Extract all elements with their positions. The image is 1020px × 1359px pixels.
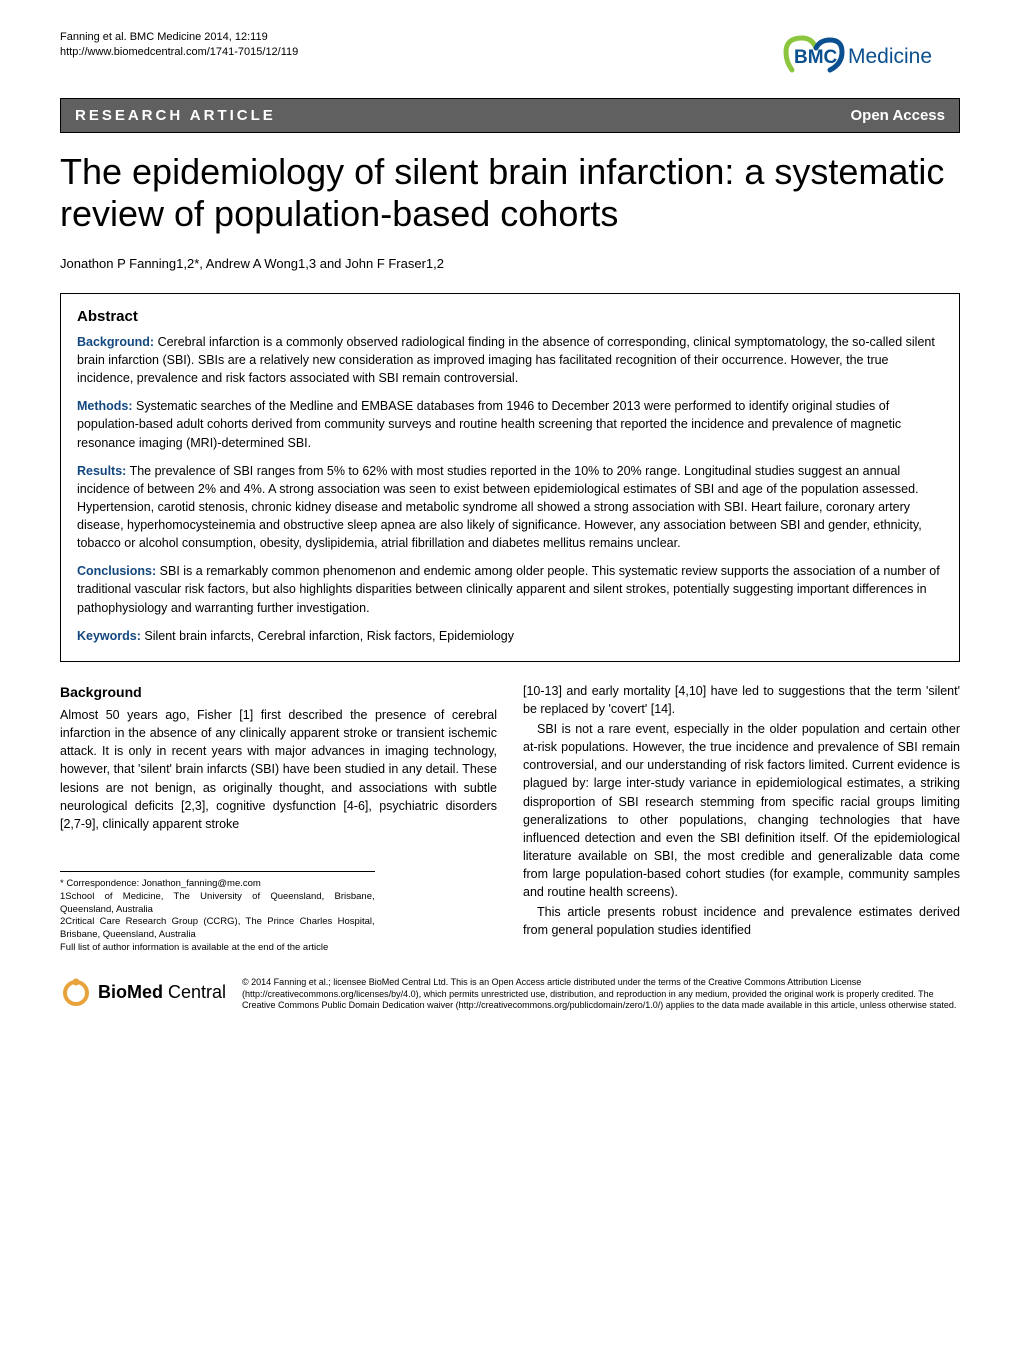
keywords-label: Keywords: [77,629,141,643]
background-section-heading: Background [60,682,497,702]
body-col2-p1: [10-13] and early mortality [4,10] have … [523,682,960,718]
results-label: Results: [77,464,126,478]
conclusions-text: SBI is a remarkably common phenomenon an… [77,564,940,614]
citation-text: Fanning et al. BMC Medicine 2014, 12:119 [60,30,298,45]
methods-label: Methods: [77,399,133,413]
citation-url: http://www.biomedcentral.com/1741-7015/1… [60,45,298,60]
article-title: The epidemiology of silent brain infarct… [60,151,960,236]
abstract-results: Results: The prevalence of SBI ranges fr… [77,462,943,553]
background-label: Background: [77,335,154,349]
conclusions-label: Conclusions: [77,564,156,578]
biomed-central-logo: BioMed Central [60,977,226,1009]
body-col2-p2: SBI is not a rare event, especially in t… [523,720,960,901]
background-text: Cerebral infarction is a commonly observ… [77,335,935,385]
section-type-bar: RESEARCH ARTICLE Open Access [60,98,960,133]
bmc-medicine-logo: BMC Medicine [780,30,960,80]
results-text: The prevalence of SBI ranges from 5% to … [77,464,922,551]
abstract-box: Abstract Background: Cerebral infarction… [60,293,960,662]
author-list: Jonathon P Fanning1,2*, Andrew A Wong1,3… [0,242,1020,293]
page-header: Fanning et al. BMC Medicine 2014, 12:119… [0,0,1020,90]
background-paragraph-1: Almost 50 years ago, Fisher [1] first de… [60,706,497,833]
biomed-central-text: BioMed Central [98,982,226,1003]
correspondence-line: * Correspondence: Jonathon_fanning@me.co… [60,878,375,891]
abstract-background: Background: Cerebral infarction is a com… [77,333,943,387]
methods-text: Systematic searches of the Medline and E… [77,399,901,449]
title-block: The epidemiology of silent brain infarct… [0,133,1020,242]
bmc-logo-icon: BMC Medicine [780,30,960,80]
abstract-methods: Methods: Systematic searches of the Medl… [77,397,943,451]
logo-medicine-text: Medicine [848,45,932,68]
abstract-heading: Abstract [77,308,943,325]
journal-citation-block: Fanning et al. BMC Medicine 2014, 12:119… [60,30,298,61]
body-columns: Background Almost 50 years ago, Fisher [… [0,662,1020,963]
body-col2-p3: This article presents robust incidence a… [523,903,960,939]
affiliation-2: 2Critical Care Research Group (CCRG), Th… [60,916,375,942]
affiliation-note: Full list of author information is avail… [60,942,375,955]
abstract-keywords: Keywords: Silent brain infarcts, Cerebra… [77,627,943,645]
open-access-label: Open Access [851,107,946,124]
article-type-label: RESEARCH ARTICLE [75,107,276,124]
biomed-ring-icon [60,977,92,1009]
author-footnotes: * Correspondence: Jonathon_fanning@me.co… [60,871,375,955]
column-left: Background Almost 50 years ago, Fisher [… [60,682,497,955]
affiliation-1: 1School of Medicine, The University of Q… [60,891,375,917]
license-text: © 2014 Fanning et al.; licensee BioMed C… [242,977,960,1012]
keywords-text: Silent brain infarcts, Cerebral infarcti… [141,629,514,643]
column-right: [10-13] and early mortality [4,10] have … [523,682,960,955]
abstract-conclusions: Conclusions: SBI is a remarkably common … [77,562,943,616]
logo-bmc-text: BMC [794,47,838,68]
page-footer: BioMed Central © 2014 Fanning et al.; li… [0,963,1020,1042]
